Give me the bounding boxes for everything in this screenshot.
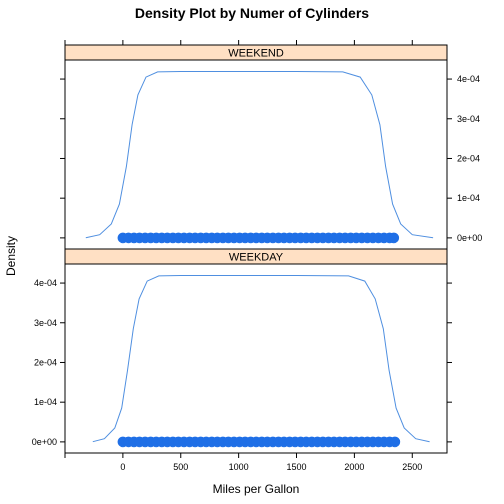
x-tick-label: 2500	[402, 462, 422, 472]
strip-label-weekday: WEEKDAY	[229, 252, 284, 264]
y-tick-label: 2e-04	[34, 357, 57, 367]
y-tick-label: 0e+00	[457, 233, 482, 243]
panel-frame-weekday	[64, 263, 448, 454]
density-curve-weekday	[92, 275, 430, 443]
panels-group: WEEKEND 0e+00 1e-04 2e-04 3e-04 4e-04 WEEKDAY 0…	[32, 40, 482, 472]
x-tick-label: 0	[120, 462, 125, 472]
data-point	[389, 436, 401, 448]
strip-label-weekend: WEEKEND	[228, 48, 284, 60]
panel-frame-weekend	[64, 59, 448, 250]
data-point	[388, 232, 400, 244]
chart-title: Density Plot by Numer of Cylinders	[135, 5, 369, 21]
x-tick-label: 1000	[229, 462, 249, 472]
y-tick-label: 1e-04	[457, 193, 480, 203]
x-tick-label: 1500	[286, 462, 306, 472]
x-tick-label: 2000	[344, 462, 364, 472]
y-tick-label: 4e-04	[457, 74, 480, 84]
y-tick-label: 0e+00	[32, 437, 57, 447]
x-tick-label: 500	[173, 462, 188, 472]
y-tick-label: 1e-04	[34, 397, 57, 407]
y-tick-label: 4e-04	[34, 278, 57, 288]
y-tick-label: 3e-04	[457, 114, 480, 124]
x-axis-label: Miles per Gallon	[213, 482, 300, 496]
y-tick-label: 3e-04	[34, 318, 57, 328]
density-curve-weekend	[85, 71, 434, 239]
y-axis-label: Density	[4, 236, 18, 276]
y-tick-label: 2e-04	[457, 153, 480, 163]
